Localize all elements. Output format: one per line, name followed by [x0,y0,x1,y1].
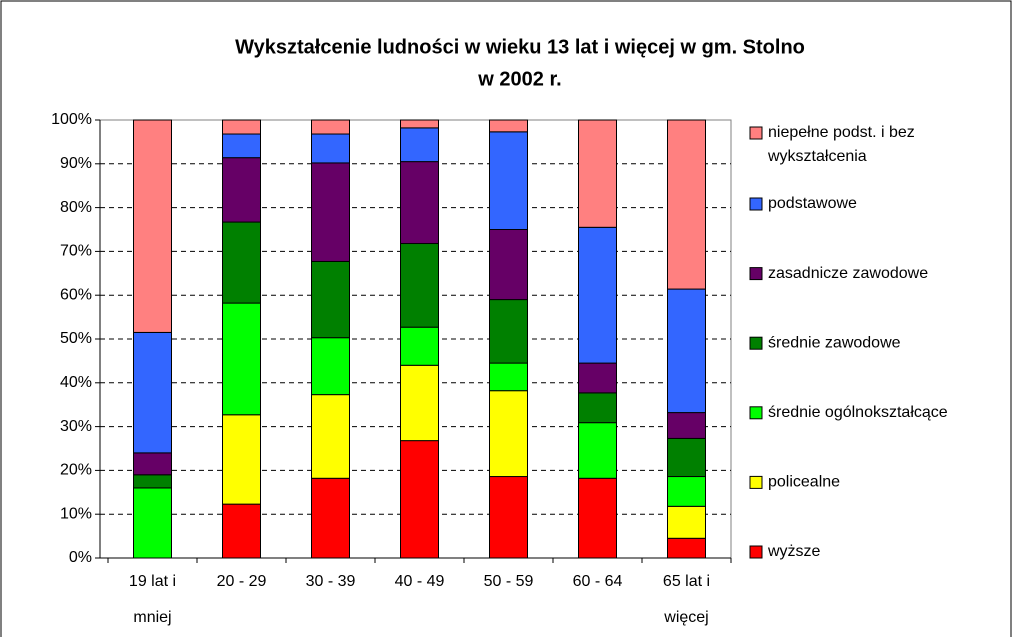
x-tick-label: 60 - 64 [573,573,623,590]
bar-segment [578,362,617,394]
bar-segment [667,476,706,507]
y-tick-label: 0% [69,549,92,566]
legend-label: zasadnicze zawodowe [768,265,928,282]
bar-segment [489,119,528,133]
y-tick-label: 50% [60,330,92,347]
bar-segment [311,394,350,479]
legend-swatch [749,267,763,281]
bar-segment [400,127,439,163]
bar-segment [311,477,350,559]
bar-segment [489,131,528,231]
bar-segment [133,331,172,454]
y-tick-label: 100% [51,111,92,128]
bar-segment [311,337,350,396]
y-tick-label: 80% [60,199,92,216]
bar-segment [311,119,350,135]
bar-segment [667,537,706,559]
y-tick-label: 10% [60,505,92,522]
bar-segment [400,243,439,328]
bar-segment [133,119,172,333]
legend-swatch [749,406,763,420]
bar-segment [222,302,261,416]
bar-segment [578,477,617,559]
bar-segment [578,226,617,364]
bar-segment [667,437,706,478]
bar-segment [222,503,261,559]
legend-swatch [749,126,763,140]
x-tick-label: 65 lat i więcej [663,573,710,626]
bar-segment [133,487,172,559]
bar-segment [311,133,350,164]
legend-swatch [749,545,763,559]
legend-swatch [749,336,763,350]
bar-segment [400,161,439,245]
bar-segment [133,474,172,489]
bar-segment [222,414,261,505]
legend-label: niepełne podst. i bez wykształcenia [767,124,915,165]
bar-segment [667,119,706,290]
x-tick-label: 30 - 39 [306,573,356,590]
x-tick-label: 40 - 49 [395,573,445,590]
x-tick-label: 19 lat i mniej [129,573,176,626]
bar-segment [311,260,350,339]
y-tick-label: 20% [60,462,92,479]
chart-title: Wykształcenie ludności w wieku 13 lat i … [235,36,805,58]
legend-label: wyższe [767,543,821,560]
bar-segment [489,362,528,392]
bar-segment [578,119,617,228]
bar-segment [222,133,261,159]
legend-label: podstawowe [768,195,857,212]
bar-segment [311,162,350,262]
bar-segment [578,422,617,479]
y-tick-label: 30% [60,418,92,435]
x-tick-label: 50 - 59 [484,573,534,590]
bar-segment [578,392,617,424]
legend-label: policealne [768,474,840,491]
bar-segment [133,452,172,476]
legend-swatch [749,475,763,489]
legend-swatch [749,197,763,211]
bar-segment [222,119,261,135]
bar-segment [489,299,528,364]
bar-segment [400,326,439,366]
bar-segment [667,412,706,439]
bar-segment [667,505,706,539]
y-tick-label: 70% [60,243,92,260]
bar-segment [489,390,528,478]
x-tick-label: 20 - 29 [217,573,267,590]
bar-segment [400,364,439,442]
bar-segment [222,157,261,223]
bar-segment [489,476,528,559]
legend-label: średnie zawodowe [768,334,901,351]
legend-label: średnie ogólnokształcące [768,404,948,421]
bar-segment [400,440,439,559]
bar-segment [222,221,261,304]
y-tick-label: 40% [60,374,92,391]
bar-segment [667,288,706,414]
bar-segment [489,229,528,301]
y-tick-label: 60% [60,286,92,303]
bar-segment [400,119,439,129]
chart-title: w 2002 r. [477,68,561,90]
y-tick-label: 90% [60,155,92,172]
